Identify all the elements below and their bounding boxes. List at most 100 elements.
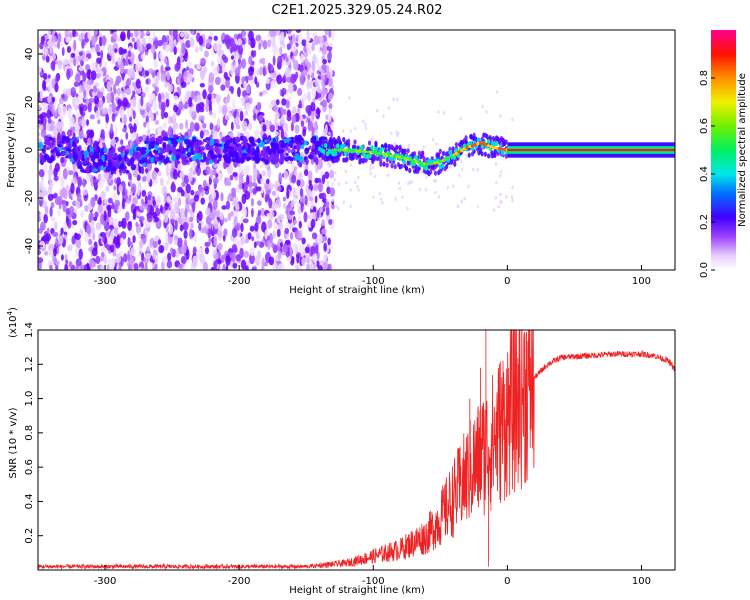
noise-blob: [64, 253, 68, 261]
noise-blob: [199, 69, 206, 77]
ridge-halo: [486, 153, 491, 159]
noise-blob: [181, 181, 186, 188]
noise-speck: [349, 204, 352, 209]
ridge-core: [331, 148, 335, 152]
noise-blob: [225, 255, 231, 267]
spectrogram-y-tick-label: 20: [24, 96, 35, 109]
noise-blob: [277, 263, 284, 270]
noise-blob: [66, 46, 72, 53]
noise-blob: [271, 190, 277, 196]
ridge-core: [366, 150, 370, 154]
noise-blob: [72, 219, 78, 226]
noise-blob: [279, 116, 285, 125]
band-blob: [117, 154, 122, 162]
band-blob: [241, 141, 247, 145]
noise-blob: [193, 194, 200, 202]
ridge-core: [454, 151, 459, 155]
noise-blob: [90, 70, 97, 81]
ridge-core: [425, 162, 429, 166]
noise-blob: [120, 139, 124, 146]
band-blob: [187, 139, 191, 144]
noise-blob: [159, 177, 164, 187]
noise-blob: [248, 122, 252, 131]
noise-blob: [132, 170, 139, 178]
band-blob: [166, 144, 171, 149]
noise-blob: [155, 111, 159, 116]
snr-y-tick-label: 1.4: [24, 322, 35, 338]
noise-blob: [183, 230, 188, 239]
ridge-mid: [440, 163, 445, 169]
ridge-core: [473, 143, 477, 147]
snr-multiplier-base: (x10: [8, 315, 19, 338]
noise-blob: [121, 127, 127, 133]
noise-blob: [224, 217, 228, 223]
ridge-mid: [446, 158, 451, 163]
band-blob: [119, 162, 125, 171]
noise-blob: [69, 205, 75, 216]
noise-blob: [96, 57, 102, 64]
noise-speck: [511, 185, 514, 190]
noise-blob: [230, 55, 235, 60]
noise-blob: [135, 221, 139, 228]
noise-blob: [73, 39, 77, 51]
noise-blob: [113, 177, 117, 184]
ridge-core: [387, 153, 391, 157]
ridge-halo: [464, 135, 468, 141]
noise-speck: [357, 188, 360, 192]
noise-blob: [57, 103, 62, 115]
noise-blob: [323, 128, 328, 136]
noise-blob: [276, 186, 282, 191]
noise-blob: [185, 40, 191, 48]
noise-blob: [75, 237, 82, 249]
noise-blob: [225, 181, 232, 187]
noise-blob: [325, 205, 330, 216]
band-blob: [154, 144, 159, 151]
noise-blob: [306, 188, 312, 198]
noise-blob: [108, 106, 113, 116]
ridge-halo: [379, 158, 383, 164]
noise-speck: [341, 129, 345, 133]
band-blob: [315, 157, 319, 166]
ridge-halo: [480, 151, 484, 157]
noise-blob: [146, 43, 152, 50]
noise-blob: [117, 98, 121, 109]
noise-blob: [249, 225, 255, 232]
noise-blob: [270, 99, 277, 105]
band-blob: [191, 155, 197, 162]
noise-blob: [148, 68, 154, 74]
noise-blob: [40, 128, 47, 139]
noise-blob: [286, 116, 292, 121]
noise-blob: [182, 221, 189, 231]
band-blob: [111, 147, 116, 153]
ridge-halo: [467, 152, 471, 158]
noise-blob: [234, 201, 240, 211]
band-blob: [241, 152, 248, 157]
noise-blob: [66, 68, 71, 80]
ridge-halo: [334, 139, 338, 145]
noise-blob: [289, 246, 293, 257]
noise-blob: [74, 246, 79, 257]
noise-speck: [481, 104, 484, 109]
ridge-core: [336, 148, 340, 152]
band-blob: [77, 165, 83, 170]
noise-blob: [156, 126, 163, 135]
ridge-core: [495, 146, 499, 150]
noise-blob: [307, 121, 314, 131]
noise-blob: [251, 182, 258, 187]
noise-blob: [54, 260, 60, 266]
noise-speck: [494, 196, 498, 200]
noise-blob: [221, 66, 227, 73]
band-blob: [294, 153, 301, 161]
noise-blob: [229, 37, 235, 48]
snr-y-tick-label: 0.6: [24, 459, 35, 475]
ridge-mid: [424, 166, 429, 171]
ridge-halo: [429, 169, 433, 175]
noise-speck: [349, 163, 352, 167]
noise-blob: [90, 226, 96, 235]
ridge-core: [441, 158, 445, 163]
colorbar-gradient: [711, 30, 736, 270]
noise-blob: [283, 108, 287, 115]
noise-blob: [168, 224, 174, 236]
noise-blob: [187, 171, 193, 182]
